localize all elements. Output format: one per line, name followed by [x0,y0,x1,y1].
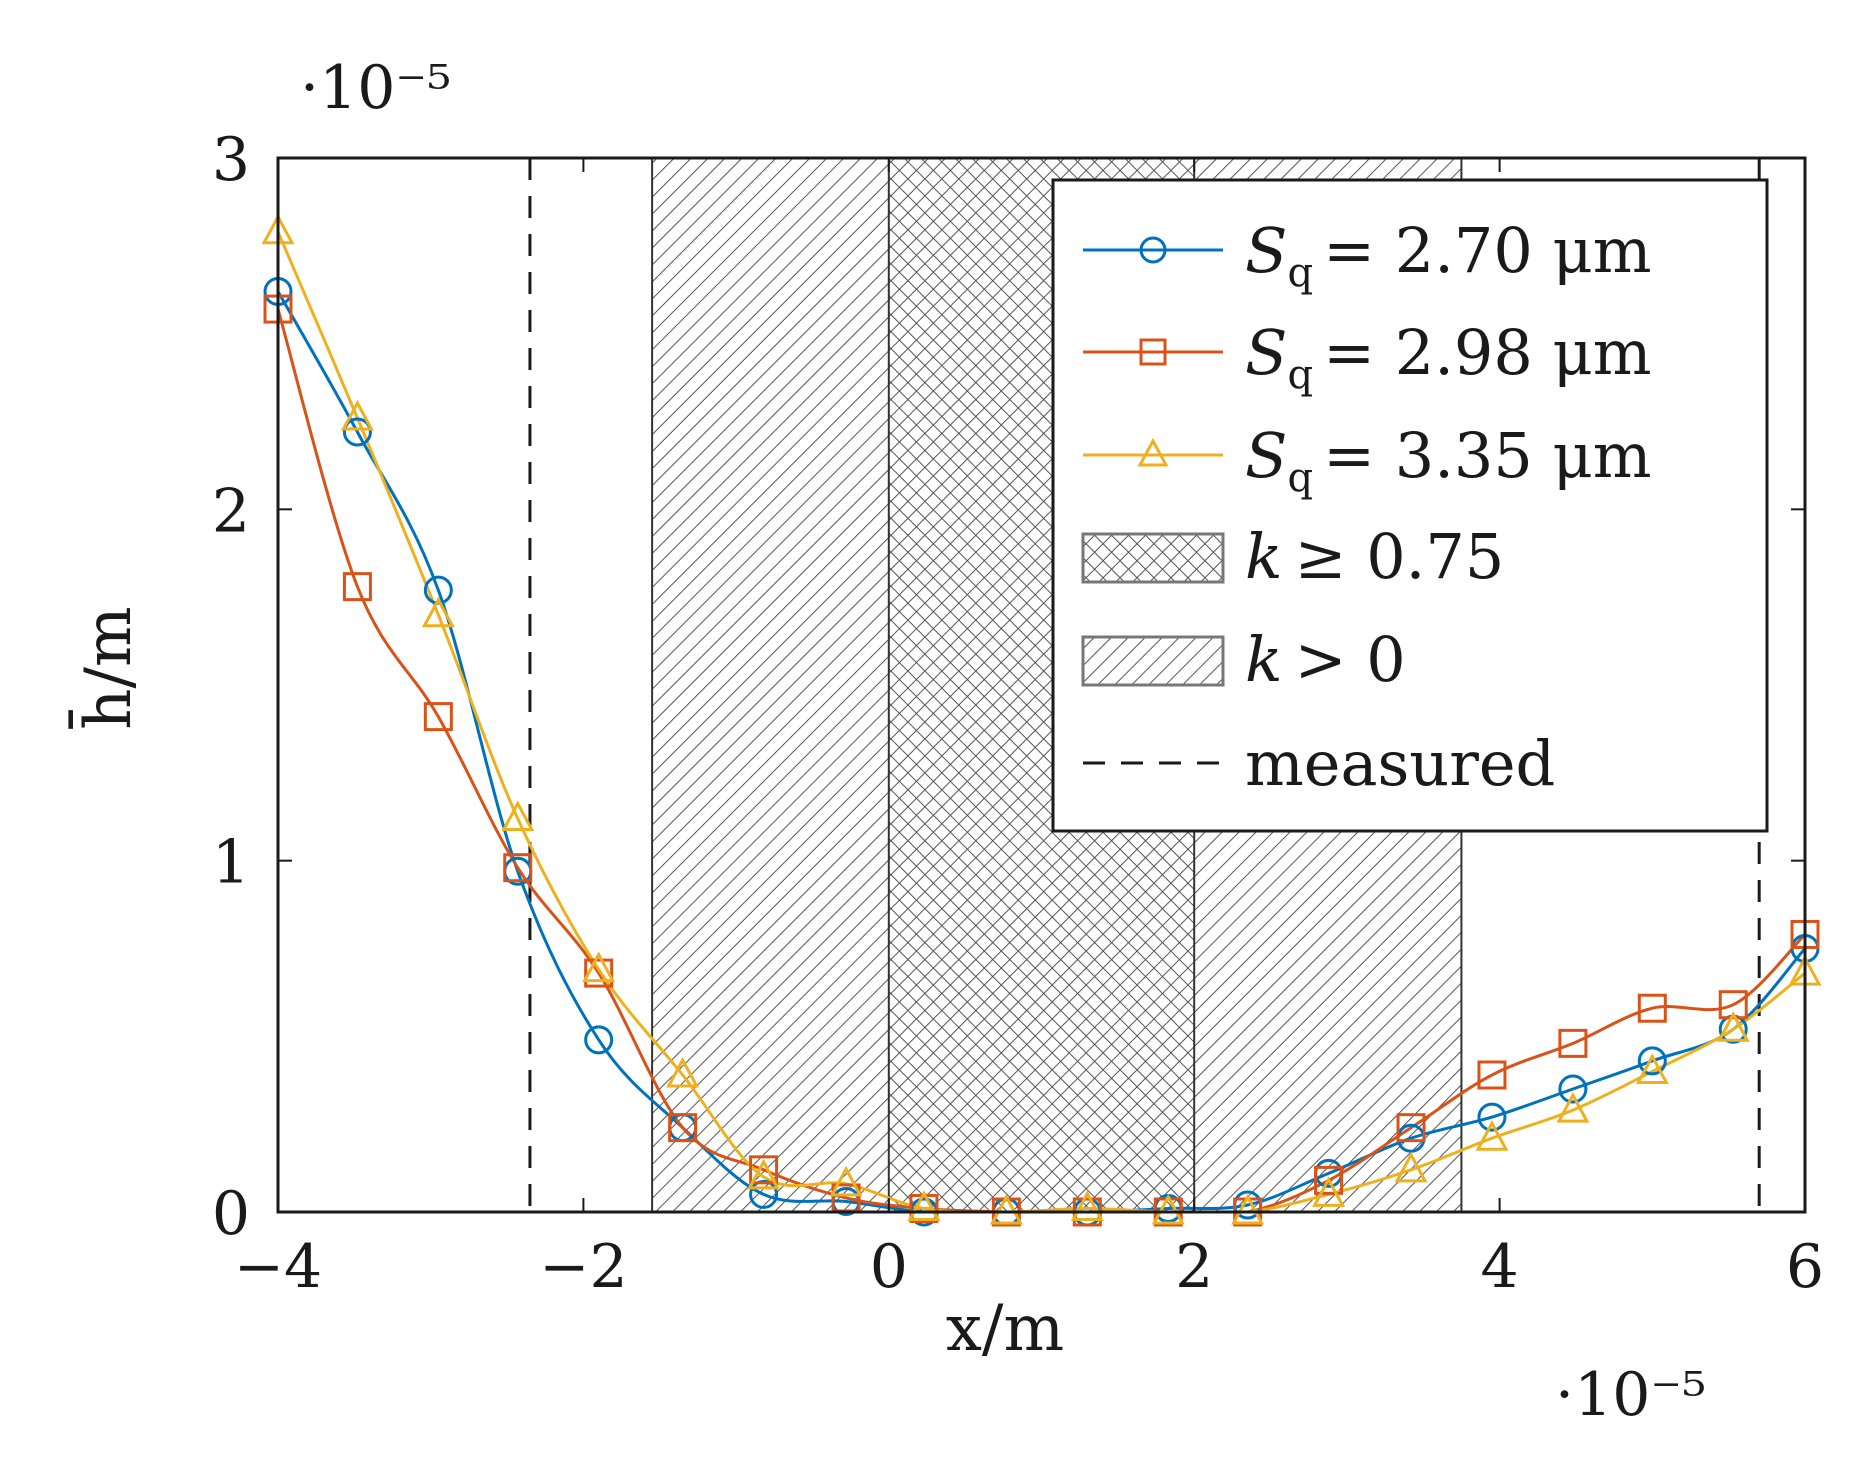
legend-label-series-3: = 3.35 μm [1323,419,1652,492]
y-axis-multiplier: ·10⁻⁵ [300,53,451,123]
data-point-triangle [907,1190,941,1221]
data-point-square [1314,1165,1344,1195]
legend-sq-symbol: S [1245,316,1287,389]
y-tick-label: 2 [212,476,250,546]
legend-sq-symbol: S [1245,419,1287,492]
x-tick-label: −2 [539,1232,627,1302]
data-point-circle [1637,1046,1667,1076]
y-tick-label: 1 [212,828,250,898]
x-tick-label: 2 [1175,1232,1213,1302]
legend-k-high-relation: ≥ 0.75 [1295,520,1505,593]
legend-sq-subscript: q [1287,250,1313,296]
data-point-triangle [1151,1193,1185,1225]
svg-text:k≥ 0.75: k ≥ 0.75 [1245,520,1504,593]
data-point-square [1396,1113,1426,1143]
data-point-triangle [747,1158,781,1190]
data-point-triangle [666,1056,700,1088]
data-point-triangle [1475,1120,1509,1151]
svg-text:Sq= 2.98 μm: Sq = 2.98 μm [1245,316,1652,398]
legend-entry-series-2: Sq = 2.98 μm [1083,316,1652,398]
data-point-triangle [1394,1151,1428,1183]
data-point-circle [423,575,453,605]
data-point-square [342,572,372,602]
legend-sq-subscript: q [1287,352,1313,398]
series-line-3 [278,231,1805,1212]
data-point-triangle [1556,1091,1590,1123]
legend-k-low-relation: > 0 [1295,623,1406,696]
legend-marker-square [1139,338,1167,366]
data-point-triangle [340,399,374,431]
data-point-square [584,958,614,988]
data-point-triangle [501,800,535,832]
legend-sq-subscript: q [1287,455,1313,501]
legend-entry-series-1: Sq = 2.70 μm [1083,214,1652,296]
series-line-1 [278,290,1805,1212]
data-point-circle [342,417,372,447]
legend-label-series-2: = 2.98 μm [1323,316,1652,389]
x-tick-label: 4 [1481,1232,1519,1302]
x-axis-title: x/m [946,1292,1064,1366]
legend-k-symbol: k [1245,623,1283,696]
data-point-triangle [1716,1011,1750,1042]
data-point-square [1718,990,1748,1020]
data-point-triangle [1231,1193,1265,1225]
axis-ticks: −4 −2 0 2 4 6 0 1 2 3 [212,125,1824,1302]
y-tick-label: 3 [212,125,250,195]
data-point-square [1558,1028,1588,1058]
data-point-triangle [829,1165,863,1197]
plot-frame [276,156,1807,1214]
x-axis-multiplier: ·10⁻⁵ [1555,1360,1706,1430]
data-point-square [1637,993,1667,1023]
svg-text:k> 0: k > 0 [1245,623,1406,696]
legend-entry-k-high: k ≥ 0.75 [1081,520,1504,593]
legend-label-measured: measured [1245,727,1555,800]
svg-text:Sq= 2.70 μm: Sq = 2.70 μm [1245,214,1652,296]
legend-marker-triangle [1137,437,1169,467]
svg-text:Sq= 3.35 μm: Sq = 3.35 μm [1245,419,1652,501]
legend-entry-k-low: k > 0 [1081,623,1406,696]
y-tick-label: 0 [212,1179,250,1249]
legend-marker-circle [1139,236,1167,264]
data-point-triangle [582,951,616,983]
legend-swatch-cross-hatch [1081,532,1225,584]
legend-entry-series-3: Sq = 3.35 μm [1083,419,1652,501]
data-point-circle [1477,1102,1507,1132]
legend-label-series-1: = 2.70 μm [1323,214,1652,287]
x-tick-label: 6 [1786,1232,1824,1302]
y-axis-title: h̄/m [68,606,146,729]
measured-lines [528,158,1761,1212]
x-tick-label: −4 [234,1232,322,1302]
data-point-square [503,853,533,883]
legend-entry-measured: measured [1083,727,1555,800]
legend: Sq = 2.70 μm Sq = 2.98 μm Sq = 3.35 μm k ≥ 0… [1051,178,1769,833]
data-point-square [749,1155,779,1185]
data-point-triangle [989,1193,1023,1225]
data-point-triangle [1635,1053,1669,1084]
data-point-triangle [1312,1176,1346,1207]
legend-box [1051,178,1769,833]
legend-sq-symbol: S [1245,214,1287,287]
data-point-square [1477,1060,1507,1090]
data-point-circle [1558,1074,1588,1104]
legend-swatch-diagonal-hatch [1081,635,1225,687]
data-point-square [423,702,453,732]
data-point-square [668,1113,698,1143]
data-point-circle [584,1025,614,1055]
legend-k-symbol: k [1245,520,1283,593]
x-tick-label: 0 [870,1232,908,1302]
data-point-triangle [1070,1190,1104,1221]
data-point-triangle [421,596,455,628]
